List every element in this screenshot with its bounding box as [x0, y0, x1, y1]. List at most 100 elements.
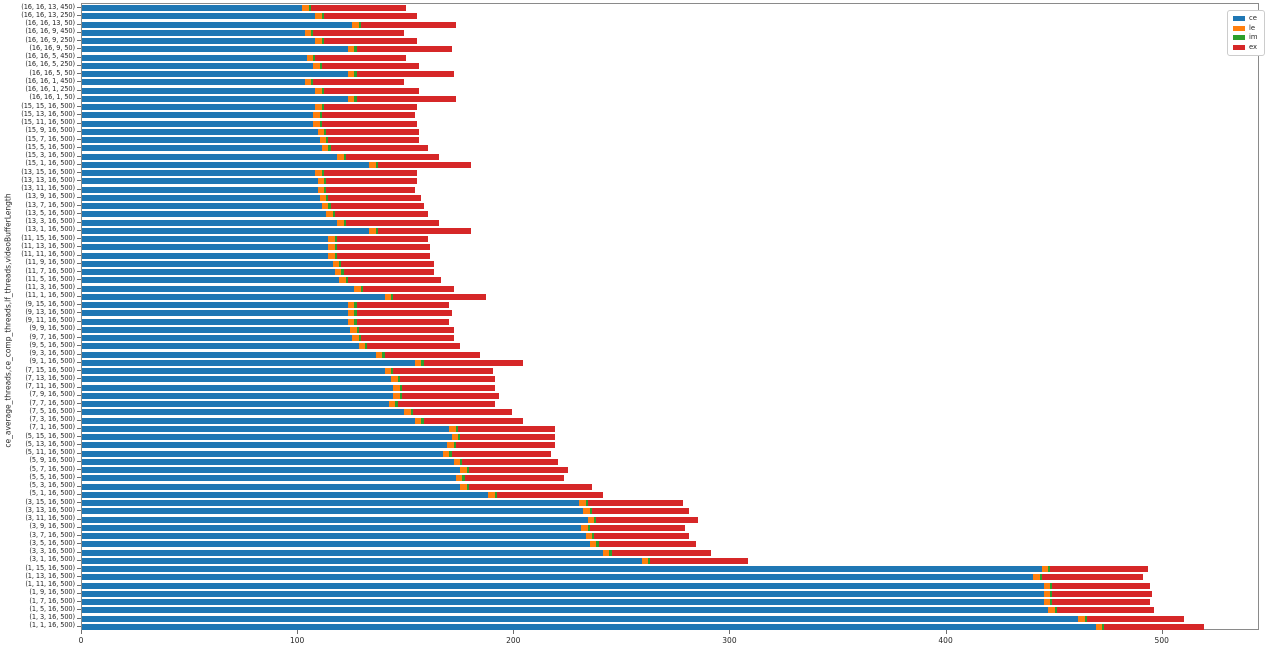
bar-segment-ce — [82, 95, 348, 102]
y-tick-label: (3, 1, 16, 500) — [29, 555, 75, 564]
legend-entry-ce: ce — [1233, 15, 1258, 22]
y-tick-mark — [77, 320, 81, 322]
legend-label: ce — [1249, 14, 1257, 22]
legend-label: im — [1249, 33, 1258, 41]
y-tick-label: (7, 15, 16, 500) — [25, 365, 75, 374]
bar-segment-ex — [460, 434, 556, 441]
bar-segment-le — [317, 128, 325, 135]
bar-segment-ce — [82, 425, 450, 432]
bar-segment-im — [1050, 582, 1053, 589]
bar-segment-im — [460, 458, 463, 465]
y-tick-label: (7, 5, 16, 500) — [29, 406, 75, 415]
y-tick-mark — [77, 394, 81, 396]
bar-segment-ce — [82, 574, 1034, 581]
bar-segment-im — [391, 368, 394, 375]
y-tick-mark — [77, 386, 81, 388]
bar-row — [82, 450, 552, 457]
bar-row — [82, 54, 407, 61]
bar-row — [82, 500, 683, 507]
bar-segment-im — [462, 475, 465, 482]
bar-segment-ex — [330, 203, 424, 210]
y-tick-mark — [77, 254, 81, 256]
bar-segment-ce — [82, 359, 415, 366]
bar-segment-im — [1039, 574, 1042, 581]
y-tick-label: (16, 16, 13, 250) — [21, 10, 75, 19]
bar-segment-ex — [337, 244, 430, 251]
y-tick-label: (11, 1, 16, 500) — [25, 291, 75, 300]
bar-segment-ex — [1087, 615, 1185, 622]
legend-entry-im: im — [1233, 34, 1258, 41]
bar-segment-le — [313, 112, 320, 119]
y-tick-mark — [77, 378, 81, 380]
bar-segment-ex — [326, 186, 415, 193]
bar-segment-le — [1043, 582, 1051, 589]
y-tick-mark — [77, 452, 81, 454]
y-tick-label: (15, 5, 16, 500) — [25, 142, 75, 151]
y-tick-label: (3, 13, 16, 500) — [25, 505, 75, 514]
y-tick-label: (3, 7, 16, 500) — [29, 530, 75, 539]
bar-segment-ce — [82, 194, 320, 201]
bar-segment-im — [334, 244, 338, 251]
legend-swatch-icon — [1233, 25, 1245, 31]
bar-segment-ex — [315, 54, 407, 61]
bar-segment-ce — [82, 54, 307, 61]
bar-segment-im — [319, 62, 322, 69]
bar-segment-im — [358, 335, 361, 342]
y-tick-label: (5, 1, 16, 500) — [29, 489, 75, 498]
bar-segment-ex — [1052, 599, 1150, 606]
bar-segment-le — [447, 442, 454, 449]
y-tick-mark — [77, 262, 81, 264]
bar-segment-ex — [1050, 566, 1148, 573]
y-tick-label: (1, 15, 16, 500) — [25, 563, 75, 572]
bar-segment-le — [354, 285, 361, 292]
bar-row — [82, 211, 428, 218]
y-tick-mark — [77, 246, 81, 248]
bar-segment-le — [337, 219, 344, 226]
y-tick-mark — [77, 106, 81, 108]
bar-segment-le — [347, 95, 355, 102]
y-tick-label: (11, 11, 16, 500) — [21, 250, 75, 259]
bar-segment-im — [319, 120, 322, 127]
bar-segment-im — [1084, 615, 1088, 622]
bar-row — [82, 483, 593, 490]
bar-segment-le — [328, 252, 335, 259]
bar-segment-ce — [82, 326, 351, 333]
y-tick-mark — [77, 617, 81, 619]
bar-segment-ex — [401, 392, 500, 399]
x-tick-mark — [513, 630, 515, 634]
bar-segment-le — [369, 161, 376, 168]
x-tick-mark — [81, 630, 82, 634]
bar-segment-ce — [82, 145, 322, 152]
y-tick-label: (13, 13, 16, 500) — [21, 175, 75, 184]
y-tick-mark — [77, 460, 81, 462]
bar-segment-im — [1054, 607, 1057, 614]
y-tick-label: (13, 5, 16, 500) — [25, 208, 75, 217]
legend-swatch-icon — [1233, 44, 1245, 50]
bar-segment-le — [414, 359, 422, 366]
bar-segment-im — [343, 219, 346, 226]
bar-segment-ce — [82, 46, 348, 53]
bar-segment-le — [339, 277, 346, 284]
bar-segment-im — [356, 326, 359, 333]
bar-segment-ex — [324, 104, 418, 111]
bar-row — [82, 442, 556, 449]
bar-segment-ce — [82, 541, 590, 548]
bar-segment-ce — [82, 71, 348, 78]
bar-segment-ex — [393, 293, 487, 300]
y-tick-label: (15, 3, 16, 500) — [25, 151, 75, 160]
y-tick-mark — [77, 411, 81, 413]
bar-segment-ex — [330, 145, 428, 152]
bar-segment-ce — [82, 508, 584, 515]
bar-row — [82, 533, 690, 540]
bar-segment-im — [1050, 590, 1053, 597]
y-tick-label: (5, 11, 16, 500) — [25, 448, 75, 457]
bar-segment-ce — [82, 450, 443, 457]
bar-segment-ce — [82, 236, 329, 243]
bar-segment-ex — [592, 508, 690, 515]
y-tick-mark — [77, 238, 81, 240]
y-tick-label: (15, 1, 16, 500) — [25, 159, 75, 168]
bar-segment-le — [460, 467, 467, 474]
bar-row — [82, 335, 454, 342]
y-tick-label: (7, 1, 16, 500) — [29, 423, 75, 432]
bar-row — [82, 244, 430, 251]
